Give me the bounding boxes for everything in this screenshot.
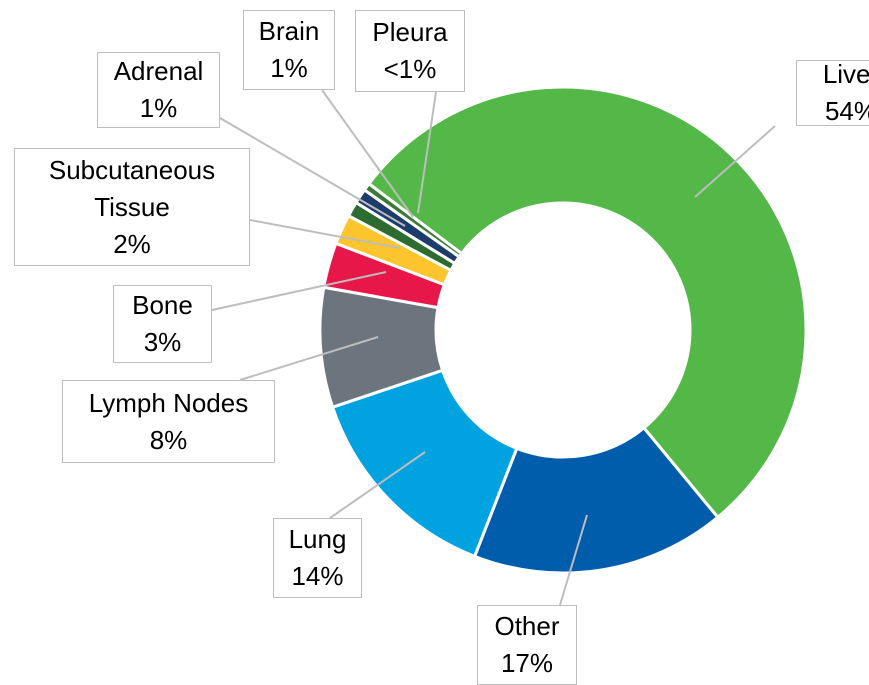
category-name: Pleura: [372, 17, 448, 47]
category-name: Lung: [288, 524, 347, 554]
leader-line: [694, 125, 776, 198]
value-label: 2%: [113, 228, 151, 259]
data-label: Brain 1%: [243, 10, 335, 90]
value-label: 1%: [139, 93, 178, 123]
data-label: Lymph Nodes 8%: [62, 380, 275, 463]
data-label: Liver 54%: [796, 59, 869, 126]
category-name: Subcutaneous Tissue: [48, 154, 216, 222]
value-label: 8%: [149, 424, 188, 455]
data-label: Pleura <1%: [355, 10, 465, 92]
data-label: Other 17%: [477, 605, 577, 685]
category-name: Other: [494, 611, 560, 641]
leader-line: [329, 451, 426, 519]
value-label: 3%: [143, 327, 182, 357]
leader-line: [239, 336, 379, 381]
leader-line: [321, 89, 414, 218]
data-label: Bone 3%: [113, 285, 212, 363]
value-label: 1%: [270, 53, 308, 83]
leader-line: [559, 514, 588, 606]
category-name: Liver: [822, 59, 869, 89]
donut-slice: [362, 181, 464, 259]
category-name: Lymph Nodes: [88, 387, 249, 418]
donut-slice: [330, 368, 519, 559]
value-label: <1%: [383, 54, 437, 84]
leader-line: [211, 271, 387, 311]
leader-line: [249, 219, 401, 249]
data-label: Subcutaneous Tissue 2%: [14, 148, 250, 266]
value-label: 14%: [291, 561, 344, 591]
value-label: 17%: [500, 648, 554, 678]
leader-line: [219, 117, 406, 227]
category-name: Bone: [132, 290, 193, 320]
data-label: Adrenal 1%: [97, 52, 220, 128]
category-name: Adrenal: [113, 56, 204, 86]
leader-line: [417, 91, 437, 214]
data-label: Lung 14%: [273, 518, 362, 598]
donut-slice: [472, 425, 720, 575]
category-name: Brain: [258, 16, 320, 46]
value-label: 54%: [824, 96, 869, 126]
